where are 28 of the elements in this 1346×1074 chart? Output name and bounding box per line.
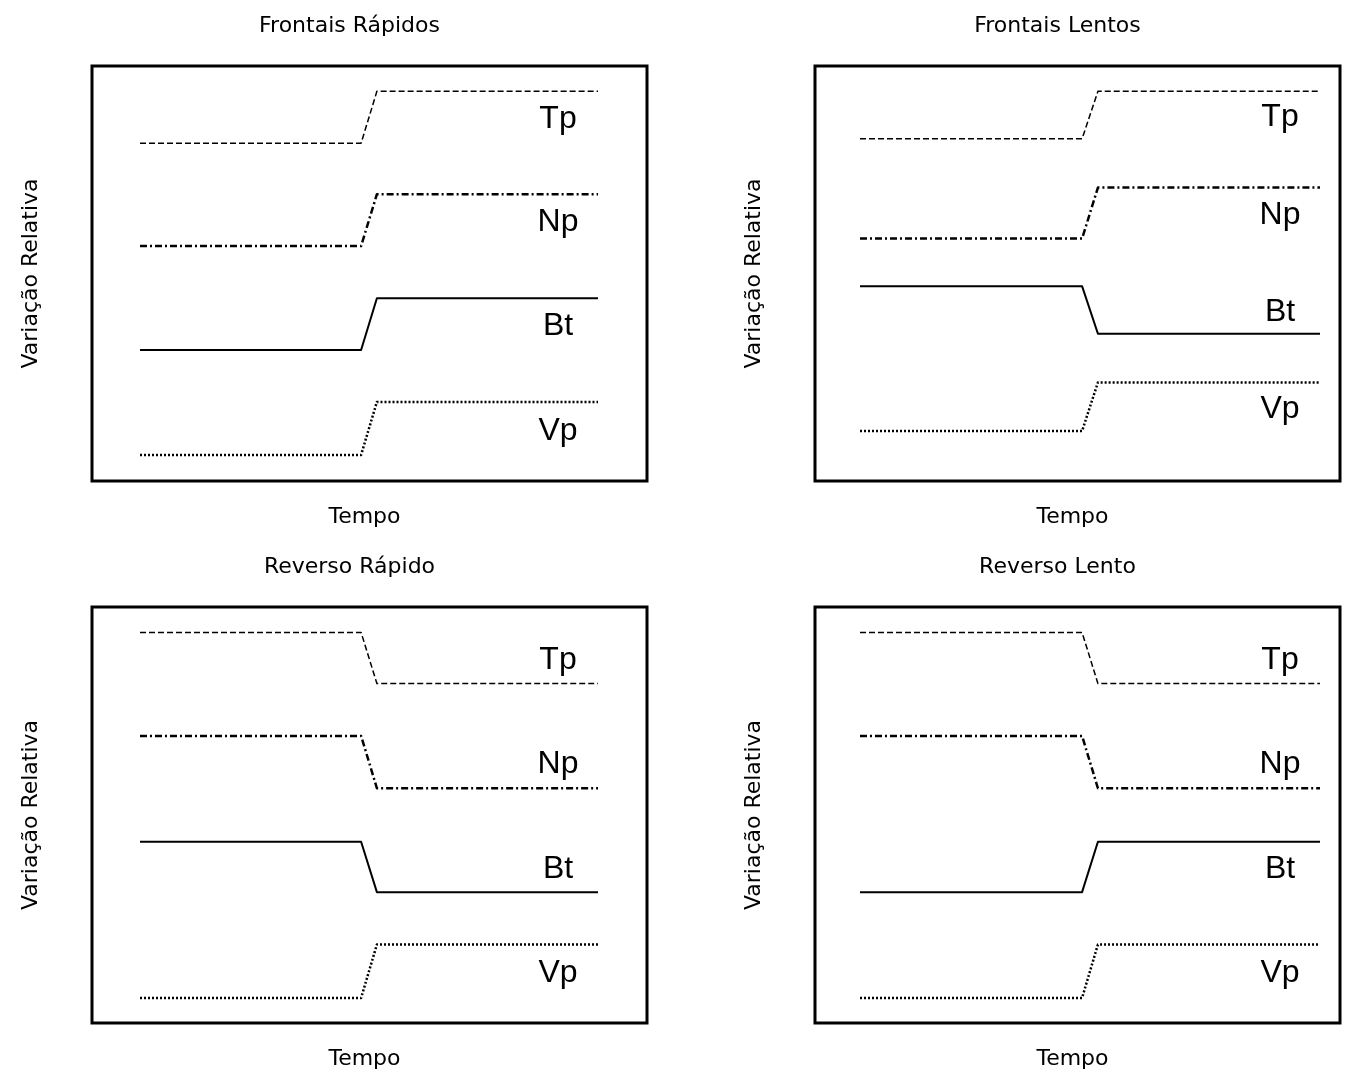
- x-axis-title: Tempo: [327, 1045, 401, 1070]
- chart-title: Frontais Lentos: [974, 12, 1141, 37]
- y-axis-title: Variação Relativa: [740, 178, 765, 369]
- x-axis-title: Tempo: [1035, 503, 1109, 528]
- series-label: Bt: [542, 849, 574, 886]
- series-label: Np: [537, 744, 579, 781]
- y-axis-title: Variação Relativa: [740, 719, 765, 911]
- series-label: Bt: [542, 306, 574, 343]
- series-label: Vp: [538, 410, 578, 447]
- series-label: Vp: [1260, 388, 1300, 425]
- series-label: Np: [1259, 744, 1301, 781]
- series-label: Vp: [538, 953, 578, 990]
- chart-title: Reverso Lento: [979, 553, 1136, 578]
- series-label: Bt: [1264, 292, 1296, 329]
- series-label: Vp: [1260, 953, 1300, 990]
- x-axis-title: Tempo: [1035, 1045, 1109, 1070]
- series-label: Bt: [1264, 849, 1296, 886]
- series-label: Tp: [539, 640, 577, 677]
- series-label: Tp: [1261, 640, 1299, 677]
- series-label: Tp: [539, 99, 577, 136]
- y-axis-title: Variação Relativa: [17, 178, 42, 369]
- y-axis-title: Variação Relativa: [17, 719, 42, 911]
- x-axis-title: Tempo: [327, 503, 401, 528]
- chart-title: Reverso Rápido: [263, 553, 436, 578]
- series-label: Np: [1259, 195, 1301, 232]
- series-label: Np: [537, 202, 579, 239]
- series-label: Tp: [1261, 97, 1299, 134]
- chart-title: Frontais Rápidos: [259, 12, 440, 37]
